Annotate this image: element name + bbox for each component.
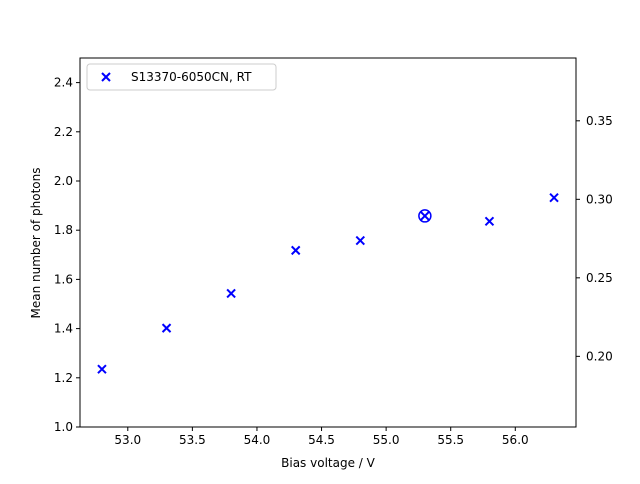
y-tick-label: 2.0 <box>54 174 73 188</box>
y-tick-label: 1.6 <box>54 272 73 286</box>
plot-frame <box>79 57 577 428</box>
legend: S13370-6050CN, RT <box>86 63 277 91</box>
marker-stroke <box>291 245 301 256</box>
legend-box <box>86 63 277 91</box>
marker-stroke <box>420 211 430 221</box>
y-tick-label: 2.4 <box>54 76 73 90</box>
x-tick-label: 53.5 <box>179 433 206 447</box>
legend-marker-x <box>101 72 111 82</box>
axes: 53.0 53.5 54.0 54.5 55.0 55.5 56.0 1.0 1.2 1.4 1.6… <box>54 57 613 447</box>
marker-stroke <box>484 216 495 227</box>
marker-stroke <box>97 364 107 374</box>
legend-marker-glyph <box>101 72 111 82</box>
y2-tick-label: 0.35 <box>586 114 613 128</box>
data-point <box>549 193 559 203</box>
data-point <box>226 288 236 299</box>
x-tick-label: 56.0 <box>502 433 529 447</box>
y2-tick-label: 0.30 <box>586 192 613 206</box>
highlight-circle <box>418 209 432 223</box>
marker-stroke <box>549 193 559 203</box>
x-axis-label: Bias voltage / V <box>281 456 375 470</box>
x-tick-label: 53.0 <box>114 433 141 447</box>
marker-stroke <box>101 72 111 82</box>
legend-label: S13370-6050CN, RT <box>131 70 252 84</box>
data-point <box>291 245 301 256</box>
y-tick-label: 1.4 <box>54 322 73 336</box>
x-tick-label: 55.5 <box>437 433 464 447</box>
y-tick-label: 1.0 <box>54 420 73 434</box>
y-tick-label: 2.2 <box>54 125 73 139</box>
data-point <box>97 364 107 374</box>
marker-stroke <box>161 323 172 333</box>
y-tick-label: 1.8 <box>54 223 73 237</box>
data-point <box>484 216 495 227</box>
data-point <box>161 323 172 333</box>
data-point <box>355 235 365 246</box>
data-point <box>420 211 430 221</box>
plot-area <box>97 193 559 374</box>
x-tick-label: 55.0 <box>373 433 400 447</box>
y-tick-label: 1.2 <box>54 371 73 385</box>
x-tick-label: 54.5 <box>308 433 335 447</box>
x-tick-label: 54.0 <box>244 433 271 447</box>
marker-stroke <box>226 288 236 299</box>
y-axis-label: Mean number of photons <box>29 167 43 318</box>
marker-stroke <box>355 235 365 246</box>
y2-tick-label: 0.25 <box>586 271 613 285</box>
y2-tick-label: 0.20 <box>586 349 613 363</box>
